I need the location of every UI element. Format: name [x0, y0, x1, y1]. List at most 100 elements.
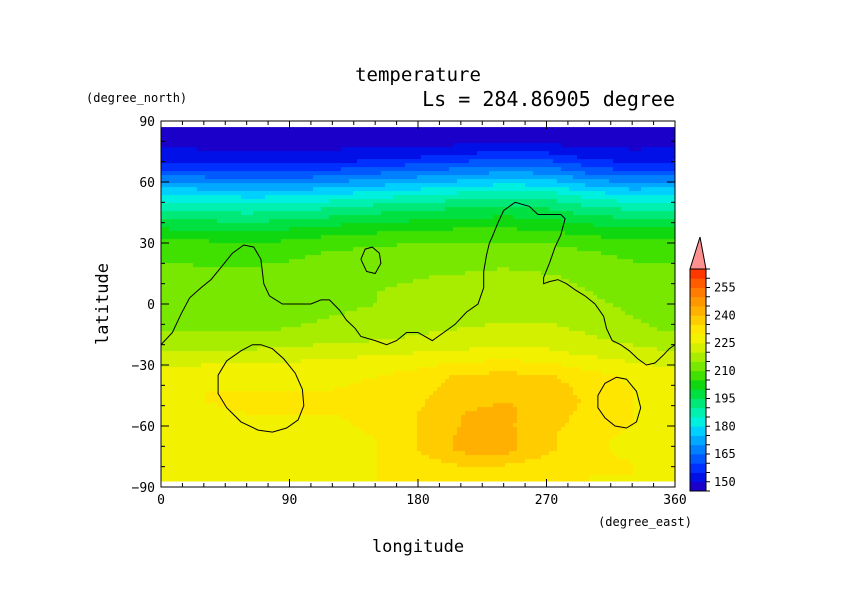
heatmap-cell-2374 [369, 199, 374, 204]
heatmap-cell-3277 [369, 227, 374, 232]
heatmap-cell-3462 [593, 231, 598, 236]
heatmap-cell-3383 [277, 231, 282, 236]
heatmap-cell-2993 [265, 219, 270, 224]
heatmap-cell-3554 [445, 235, 450, 240]
heatmap-cell-4525 [201, 267, 206, 272]
heatmap-cell-2946 [593, 215, 598, 220]
heatmap-cell-140 [205, 131, 210, 136]
heatmap-cell-3866 [661, 243, 666, 248]
heatmap-cell-36 [305, 127, 310, 132]
heatmap-cell-337 [477, 135, 482, 140]
heatmap-cell-275 [229, 135, 234, 140]
heatmap-cell-3935 [421, 247, 426, 252]
heatmap-cell-3333 [593, 227, 598, 232]
heatmap-cell-1803 [665, 179, 670, 184]
heatmap-cell-2013 [473, 187, 478, 192]
heatmap-cell-2929 [525, 215, 530, 220]
heatmap-cell-3593 [601, 235, 606, 240]
heatmap-cell-2256 [413, 195, 418, 200]
heatmap-cell-3097 [165, 223, 170, 228]
heatmap-cell-1872 [425, 183, 430, 188]
heatmap-cell-4157 [277, 255, 282, 260]
heatmap-cell-2343 [245, 199, 250, 204]
heatmap-cell-2086 [249, 191, 254, 196]
heatmap-cell-4743 [557, 271, 562, 276]
heatmap-cell-3620 [193, 239, 198, 244]
heatmap-cell-3238 [213, 227, 218, 232]
heatmap-cell-1327 [309, 167, 314, 172]
heatmap-cell-3173 [469, 223, 474, 228]
heatmap-cell-3608 [661, 235, 666, 240]
heatmap-cell-4862 [517, 275, 522, 280]
heatmap-cell-4543 [273, 267, 278, 272]
heatmap-cell-3560 [469, 235, 474, 240]
heatmap-cell-2370 [353, 199, 358, 204]
heatmap-cell-3147 [365, 223, 370, 228]
heatmap-cell-404 [229, 139, 234, 144]
heatmap-cell-2303 [601, 195, 606, 200]
heatmap-cell-2269 [465, 195, 470, 200]
heatmap-cell-824 [361, 151, 366, 156]
heatmap-cell-2196 [173, 195, 178, 200]
heatmap-cell-766 [645, 147, 650, 152]
heatmap-cell-4319 [409, 259, 414, 264]
heatmap-cell-1533 [617, 171, 622, 176]
heatmap-cell-3738 [665, 239, 670, 244]
heatmap-cell-20 [241, 127, 246, 132]
heatmap-cell-521 [181, 143, 186, 148]
heatmap-cell-4789 [225, 275, 230, 280]
heatmap-cell-1786 [597, 179, 602, 184]
heatmap-cell-3724 [609, 239, 614, 244]
heatmap-cell-1195 [297, 163, 302, 168]
heatmap-cell-2994 [269, 219, 274, 224]
heatmap-cell-864 [521, 151, 526, 156]
heatmap-cell-4621 [585, 267, 590, 272]
heatmap-cell-1940 [181, 187, 186, 192]
heatmap-cell-1457 [313, 171, 318, 176]
heatmap-cell-412 [261, 139, 266, 144]
heatmap-cell-4639 [657, 267, 662, 272]
heatmap-cell-714 [437, 147, 442, 152]
heatmap-cell-1535 [625, 171, 630, 176]
heatmap-cell-4972 [441, 279, 446, 284]
heatmap-cell-912 [197, 155, 202, 160]
heatmap-cell-808 [297, 151, 302, 156]
heatmap-cell-1625 [469, 175, 474, 180]
heatmap-cell-4358 [565, 259, 570, 264]
heatmap-cell-2775 [425, 211, 430, 216]
heatmap-cell-1496 [469, 171, 474, 176]
heatmap-cell-2734 [261, 211, 266, 216]
heatmap-cell-1557 [197, 175, 202, 180]
heatmap-cell-130 [165, 131, 170, 136]
heatmap-cell-2668 [513, 207, 518, 212]
heatmap-cell-1189 [273, 163, 278, 168]
heatmap-cell-878 [577, 151, 582, 156]
heatmap-cell-244 [621, 131, 626, 136]
heatmap-cell-615 [557, 143, 562, 148]
heatmap-cell-3450 [545, 231, 550, 236]
heatmap-cell-2987 [241, 219, 246, 224]
heatmap-cell-4064 [421, 251, 426, 256]
heatmap-cell-1913 [589, 183, 594, 188]
heatmap-cell-4952 [361, 279, 366, 284]
heatmap-cell-2138 [457, 191, 462, 196]
heatmap-cell-3695 [493, 239, 498, 244]
heatmap-cell-1646 [553, 175, 558, 180]
heatmap-cell-709 [417, 147, 422, 152]
heatmap-cell-283 [261, 135, 266, 140]
heatmap-cell-621 [581, 143, 586, 148]
heatmap-cell-2076 [209, 191, 214, 196]
heatmap-cell-2816 [589, 211, 594, 216]
heatmap-cell-4136 [193, 255, 198, 260]
heatmap-cell-1375 [501, 167, 506, 172]
heatmap-cell-1741 [417, 179, 422, 184]
heatmap-cell-2500 [357, 203, 362, 208]
heatmap-cell-539 [253, 143, 258, 148]
heatmap-cell-2865 [269, 215, 274, 220]
heatmap-cell-2891 [373, 215, 378, 220]
heatmap-cell-3749 [193, 243, 198, 248]
heatmap-cell-3395 [325, 231, 330, 236]
heatmap-cell-2575 [657, 203, 662, 208]
heatmap-cell-4078 [477, 251, 482, 256]
heatmap-cell-2844 [185, 215, 190, 220]
